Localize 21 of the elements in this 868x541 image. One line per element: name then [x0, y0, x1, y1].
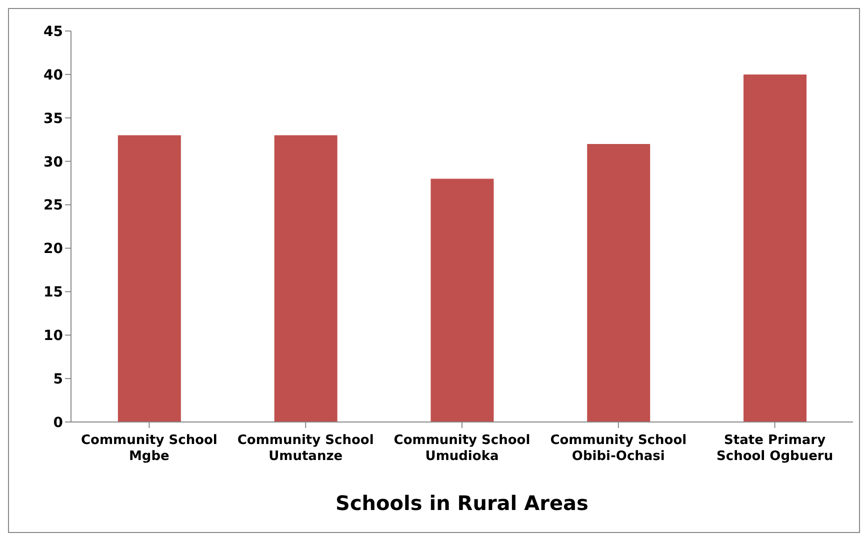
- y-tick-label: 15: [44, 284, 63, 301]
- y-tick-label: 45: [44, 24, 63, 40]
- y-tick-label: 30: [44, 154, 64, 170]
- bar: [118, 135, 181, 422]
- y-tick-label: 10: [44, 328, 64, 344]
- bar: [587, 144, 650, 422]
- x-tick-label: Community School Mgbe: [81, 433, 218, 464]
- y-tick-label: 25: [44, 198, 63, 214]
- y-tick-label: 40: [44, 67, 64, 84]
- x-tick-label: State Primary School Ogbueru: [716, 433, 834, 464]
- y-tick-label: 0: [53, 414, 64, 431]
- x-tick-label: Community School Umutanze: [237, 433, 374, 464]
- bar: [430, 178, 494, 422]
- y-tick-label: 5: [53, 372, 63, 388]
- bar: [744, 74, 807, 422]
- x-tick-label: Community School Umudioka: [394, 433, 530, 464]
- y-tick-label: 20: [44, 241, 64, 258]
- bar: [274, 135, 338, 422]
- x-axis-title: Schools in Rural Areas: [336, 491, 588, 515]
- x-tick-label: Community School Obibi-Ochasi: [550, 433, 687, 464]
- y-tick-label: 35: [44, 110, 63, 127]
